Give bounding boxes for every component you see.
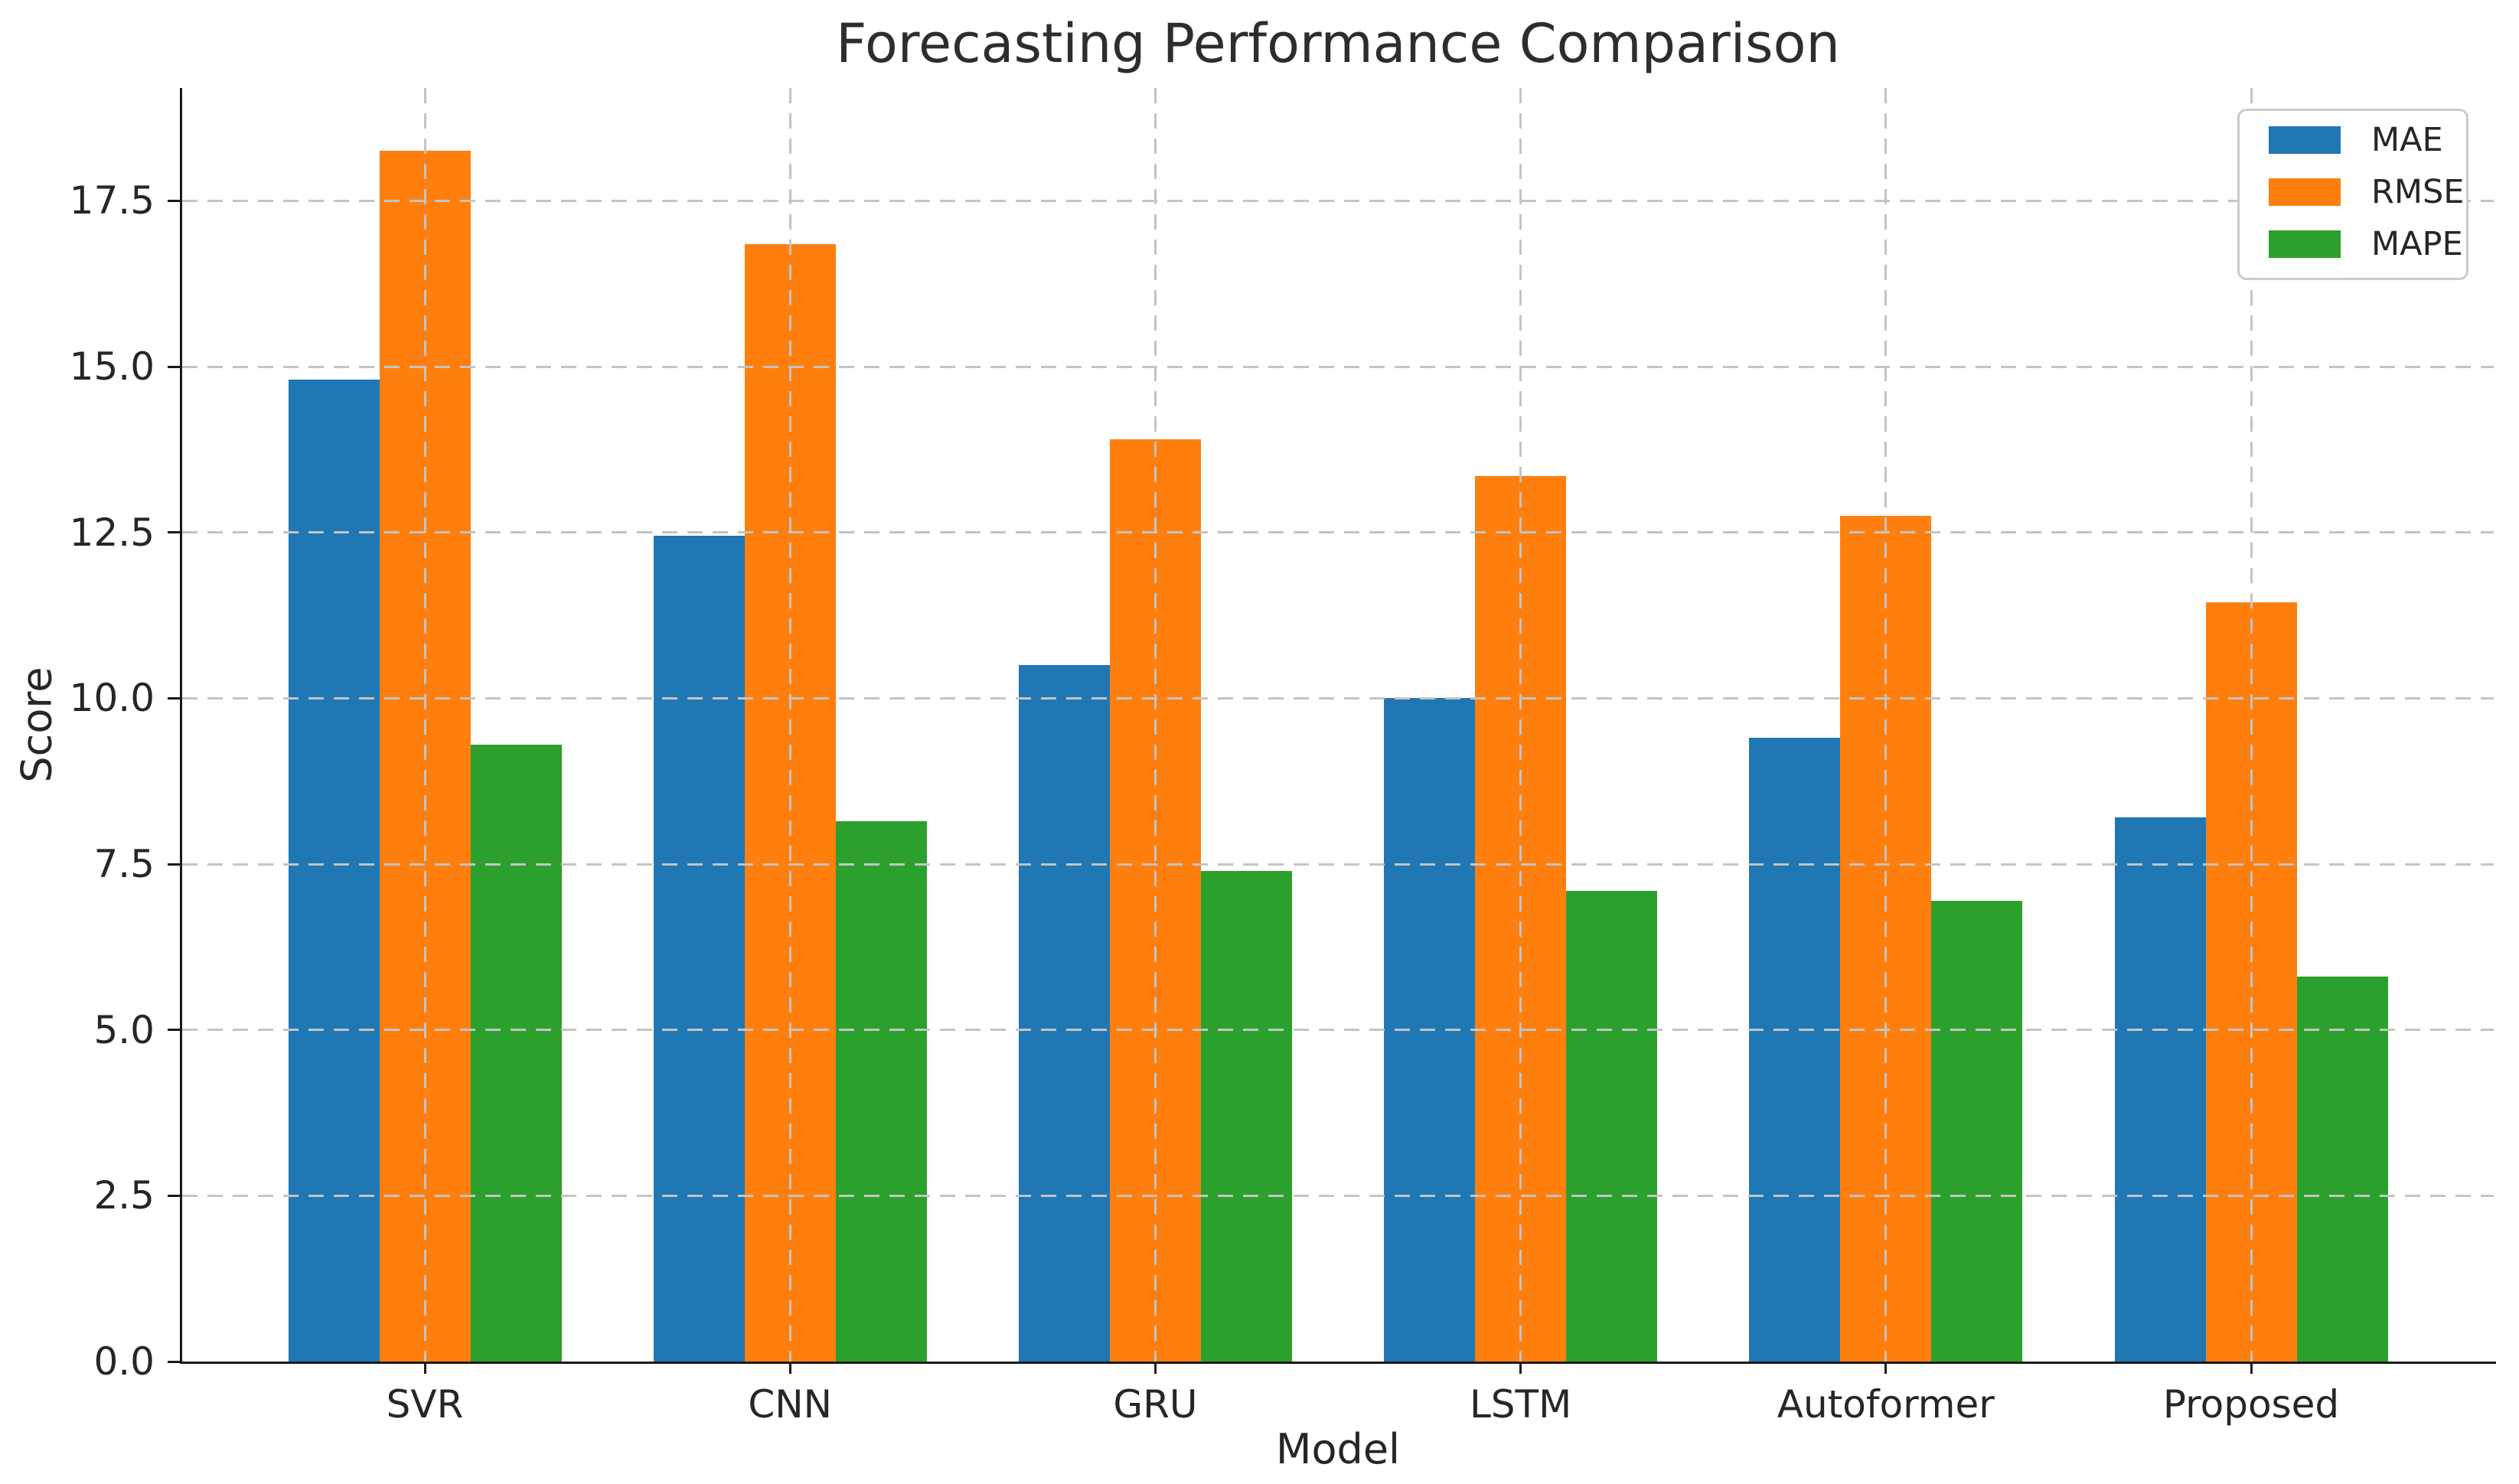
gridline-y-10 xyxy=(182,696,2494,700)
y-tick-label-15: 15.0 xyxy=(69,344,155,389)
gridline-x-proposed xyxy=(2250,88,2253,1362)
y-tick-7.5 xyxy=(168,863,180,866)
x-tick-autoformer xyxy=(1884,1362,1888,1374)
bar-mape-gru xyxy=(1200,870,1292,1362)
plot-area: MAE RMSE MAPE 0.0 2.5 5.0 7.5 10.0 12.5 15.0 17.5… xyxy=(70,88,2496,1426)
bar-mape-lstm xyxy=(1566,890,1658,1362)
gridline-y-17.5 xyxy=(182,199,2494,202)
legend-label-rmse: RMSE xyxy=(2371,173,2465,211)
gridline-x-lstm xyxy=(1519,88,1522,1362)
x-tick-proposed xyxy=(2250,1362,2253,1374)
gridline-y-5 xyxy=(182,1029,2494,1032)
x-tick-label-cnn: CNN xyxy=(748,1382,833,1427)
y-tick-label-7.5: 7.5 xyxy=(93,842,155,886)
bar-mae-proposed xyxy=(2114,817,2206,1362)
bar-mape-proposed xyxy=(2296,977,2388,1362)
y-tick-label-17.5: 17.5 xyxy=(69,178,155,223)
gridline-x-gru xyxy=(1153,88,1157,1362)
y-tick-12.5 xyxy=(168,531,180,534)
bar-mae-cnn xyxy=(653,536,745,1362)
legend-item-mape: MAPE xyxy=(2240,227,2466,262)
x-axis-label: Model xyxy=(1275,1425,1401,1473)
x-tick-cnn xyxy=(788,1362,791,1374)
gridline-x-svr xyxy=(423,88,426,1362)
x-tick-label-svr: SVR xyxy=(386,1382,464,1427)
y-tick-label-12.5: 12.5 xyxy=(69,510,155,555)
legend-swatch-mae xyxy=(2269,126,2341,154)
x-tick-lstm xyxy=(1519,1362,1522,1374)
legend-item-rmse: RMSE xyxy=(2240,174,2466,210)
chart-title: Forecasting Performance Comparison xyxy=(836,12,1840,75)
legend-label-mae: MAE xyxy=(2371,121,2443,159)
y-tick-label-0: 0.0 xyxy=(93,1339,155,1384)
bar-mape-cnn xyxy=(835,820,927,1362)
gridline-y-12.5 xyxy=(182,531,2494,534)
x-axis-spine xyxy=(180,1362,2496,1364)
y-axis-label: Score xyxy=(12,667,61,783)
legend-item-mae: MAE xyxy=(2240,122,2466,158)
y-tick-label-2.5: 2.5 xyxy=(93,1173,155,1218)
y-axis-spine xyxy=(180,88,182,1364)
legend-label-mape: MAPE xyxy=(2371,225,2463,263)
gridline-y-7.5 xyxy=(182,863,2494,866)
y-tick-5 xyxy=(168,1029,180,1032)
gridline-y-2.5 xyxy=(182,1194,2494,1197)
bar-mape-autoformer xyxy=(1931,900,2023,1362)
x-tick-svr xyxy=(423,1362,426,1374)
x-tick-label-gru: GRU xyxy=(1113,1382,1198,1427)
x-tick-label-autoformer: Autoformer xyxy=(1777,1382,1995,1427)
legend: MAE RMSE MAPE xyxy=(2237,109,2468,280)
y-tick-15 xyxy=(168,365,180,368)
y-tick-0 xyxy=(168,1360,180,1363)
y-tick-17.5 xyxy=(168,199,180,202)
legend-swatch-rmse xyxy=(2269,178,2341,206)
y-tick-10 xyxy=(168,696,180,700)
x-tick-label-lstm: LSTM xyxy=(1469,1382,1572,1427)
gridline-x-autoformer xyxy=(1884,88,1888,1362)
bar-mape-svr xyxy=(470,745,562,1362)
y-tick-label-5: 5.0 xyxy=(93,1007,155,1052)
bar-mae-svr xyxy=(288,380,380,1362)
x-tick-gru xyxy=(1153,1362,1157,1374)
bar-mae-autoformer xyxy=(1749,738,1841,1362)
x-tick-label-proposed: Proposed xyxy=(2162,1382,2340,1427)
y-tick-label-10: 10.0 xyxy=(69,676,155,721)
bar-mae-gru xyxy=(1018,665,1110,1362)
gridline-y-15 xyxy=(182,365,2494,368)
y-tick-2.5 xyxy=(168,1194,180,1197)
legend-swatch-mape xyxy=(2269,230,2341,258)
gridline-x-cnn xyxy=(788,88,791,1362)
